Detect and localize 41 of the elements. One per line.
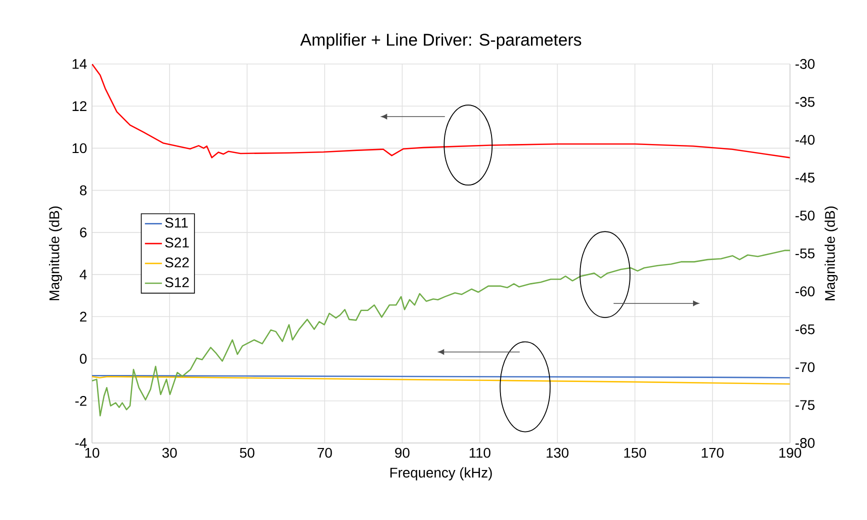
y-tick-label: 2 [80,312,86,322]
y2-tick-label: -45 [796,172,815,183]
x-axis-title: Frequency (kHz) [390,467,492,480]
y2-tick-label: -35 [796,96,815,107]
y2-tick-label: -40 [796,134,815,145]
legend-label: S11 [165,218,188,228]
line-series [92,376,790,385]
line-series [92,64,790,158]
x-tick-label: 110 [470,448,490,458]
y2-tick-label: -50 [796,210,815,221]
y2-tick-label: -55 [796,248,815,258]
y-tick-label: 14 [72,59,87,69]
x-tick-label: 50 [240,448,254,458]
x-tick-label: 170 [702,448,724,458]
x-tick-label: 90 [395,448,410,458]
line-series [92,250,790,416]
chart-title: Amplifier + Line Driver: S-parameters [300,33,582,50]
y-tick-label: -2 [75,396,86,406]
y2-tick-label: -75 [796,400,815,410]
y2-axis-title: Magnitude (dB) [824,206,838,300]
y2-tick-label: -70 [796,362,815,372]
x-tick-label: 30 [162,448,177,458]
x-tick-label: 150 [624,448,646,458]
y-tick-label: 10 [72,143,87,154]
legend-label: S21 [165,238,189,248]
y-tick-label: 12 [72,101,86,111]
x-tick-label: 190 [779,448,802,458]
y2-tick-label: -60 [796,286,815,296]
y-tick-label: -4 [75,438,87,448]
x-tick-label: 130 [546,448,568,458]
legend-label: S12 [165,277,189,288]
y-axis-title: Magnitude (dB) [48,206,62,300]
y-tick-label: 0 [80,354,87,364]
legend-label: S22 [165,257,189,268]
y-tick-label: 8 [80,185,87,196]
y-tick-label: 6 [80,227,87,238]
y2-tick-label: -80 [796,438,815,448]
y2-tick-label: -30 [796,59,815,69]
y-tick-label: 4 [80,270,87,280]
x-tick-label: 70 [318,448,332,458]
y2-tick-label: -65 [796,324,815,334]
